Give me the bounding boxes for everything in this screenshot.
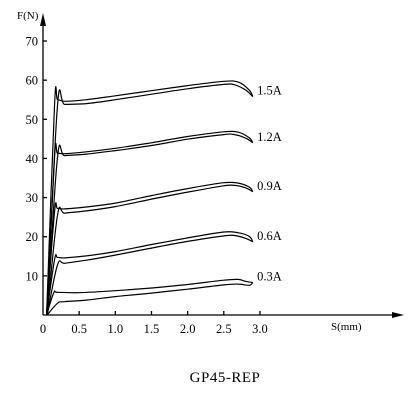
chart-caption: GP45-REP <box>190 370 261 386</box>
curve-lower-0_3A <box>46 282 254 316</box>
curve-upper-0_3A <box>46 278 253 316</box>
series-label-1_5A: 1.5A <box>257 84 282 98</box>
series-label-0_3A: 0.3A <box>257 270 282 284</box>
x-tick-label-1.5: 1.5 <box>144 322 160 336</box>
series-labels: 1.5A 1.2A 0.9A 0.6A 0.3A <box>257 84 282 284</box>
curve-lower-1_2A <box>46 133 254 316</box>
x-tick-label-0: 0 <box>40 322 46 336</box>
y-tick-label-60: 60 <box>26 74 39 88</box>
series-curves <box>46 80 254 316</box>
series-label-0_9A: 0.9A <box>257 179 282 193</box>
curve-upper-0_6A <box>46 231 254 316</box>
axes <box>40 13 404 318</box>
y-tick-label-20: 20 <box>26 230 39 244</box>
x-tick-label-2.5: 2.5 <box>216 322 232 336</box>
x-axis-arrow <box>392 312 404 318</box>
y-tick-label-50: 50 <box>26 113 39 127</box>
y-tick-label-30: 30 <box>26 191 39 205</box>
y-tick-label-70: 70 <box>26 35 39 49</box>
curve-lower-1_5A <box>46 83 254 316</box>
axis-ticks: 10 20 30 40 50 60 70 0 0.5 1.0 1.5 2.0 2.5 3.0 <box>26 35 268 337</box>
curve-lower-0_9A <box>46 184 254 316</box>
x-tick-label-2.0: 2.0 <box>180 322 196 336</box>
curve-upper-1_2A <box>46 130 254 316</box>
y-tick-label-10: 10 <box>26 269 39 283</box>
curve-upper-1_5A <box>46 80 254 316</box>
curve-upper-0_9A <box>46 181 254 316</box>
x-tick-label-1.0: 1.0 <box>108 322 124 336</box>
y-tick-label-40: 40 <box>26 152 39 166</box>
y-axis-title: F(N) <box>17 10 39 22</box>
curve-lower-0_6A <box>46 234 254 316</box>
series-label-0_6A: 0.6A <box>257 229 282 243</box>
y-axis-arrow <box>40 13 46 26</box>
x-axis-title: S(mm) <box>331 321 362 333</box>
series-label-1_2A: 1.2A <box>257 130 282 144</box>
x-tick-label-0.5: 0.5 <box>71 322 87 336</box>
x-tick-label-3.0: 3.0 <box>252 322 268 336</box>
